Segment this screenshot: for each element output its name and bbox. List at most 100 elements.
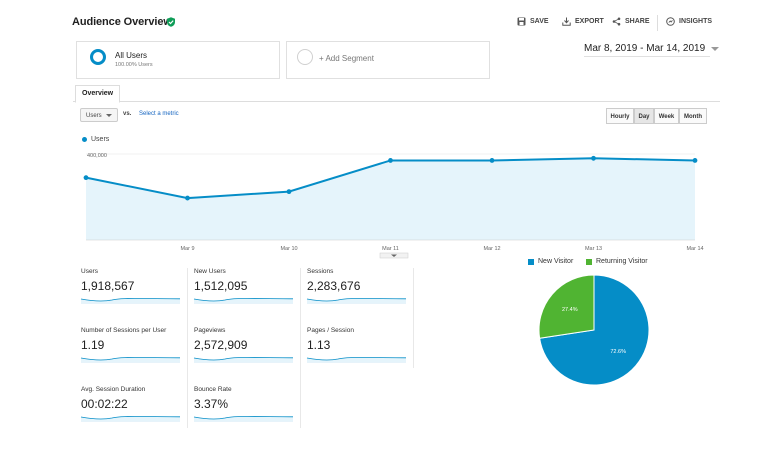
metric-label: Number of Sessions per User [81, 327, 167, 334]
metric-sparkline [306, 357, 407, 363]
chevron-down-icon [711, 46, 720, 51]
export-button[interactable]: EXPORT [562, 17, 604, 26]
x-tick-label: Mar 12 [483, 246, 500, 252]
insights-button[interactable]: INSIGHTS [666, 17, 712, 26]
pie-legend-returning-visitor: Returning Visitor [586, 258, 648, 265]
select-metric-link[interactable]: Select a metric [139, 111, 179, 117]
chevron-down-icon [106, 114, 112, 117]
sparkline-path [80, 416, 181, 420]
export-icon [562, 17, 571, 26]
metric-tile-avg-session-duration[interactable]: Avg. Session Duration 00:02:22 [80, 386, 188, 426]
x-tick-label: Mar 14 [686, 246, 703, 252]
visitor-type-pie-chart: 72.6% 27.4% [538, 274, 650, 386]
metric-tile-new-users[interactable]: New Users 1,512,095 [193, 268, 301, 308]
vs-label: vs. [123, 111, 132, 117]
share-icon [612, 17, 621, 26]
metric-sparkline [193, 357, 294, 363]
sparkline-path [193, 357, 294, 361]
segment-all-users[interactable]: All Users 100.00% Users [76, 41, 280, 79]
save-button[interactable]: SAVE [517, 17, 549, 26]
report-header: Audience Overview SAVE EXPORT SHARE INSI… [68, 12, 720, 36]
verified-shield-icon [167, 17, 175, 27]
sparkline-area [81, 298, 180, 303]
legend-color-square [586, 258, 592, 265]
metric-label: Pages / Session [307, 327, 354, 334]
sparkline-path [80, 298, 181, 302]
chevron-down-icon [391, 254, 397, 257]
legend-color-square [528, 258, 534, 265]
metric-sparkline [193, 298, 294, 304]
granularity-month[interactable]: Month [679, 108, 707, 124]
segment-color-icon [90, 49, 106, 65]
sparkline-area [307, 298, 406, 303]
metric-value: 2,283,676 [307, 279, 361, 293]
tile-divider [300, 268, 301, 428]
x-tick-label: Mar 9 [180, 246, 194, 252]
metric-sparkline [80, 416, 181, 422]
metric-label: Pageviews [194, 327, 226, 334]
metric-dropdown-value: Users [86, 113, 102, 119]
insights-label: INSIGHTS [679, 18, 713, 25]
metric-value: 3.37% [194, 397, 229, 411]
metric-tile-users[interactable]: Users 1,918,567 [80, 268, 188, 308]
save-icon [517, 17, 526, 26]
metric-sparkline [80, 357, 181, 363]
users-data-point[interactable] [591, 155, 596, 161]
metric-tile-bounce-rate[interactable]: Bounce Rate 3.37% [193, 386, 301, 426]
pie-legend-label: New Visitor [538, 258, 574, 265]
granularity-hourly[interactable]: Hourly [606, 108, 634, 124]
sparkline-area [307, 357, 406, 362]
pie-slice-label: 72.6% [610, 349, 626, 355]
users-data-point[interactable] [388, 158, 393, 163]
metric-sparkline [193, 416, 294, 422]
granularity-day[interactable]: Day [634, 108, 654, 124]
sparkline-path [306, 357, 407, 361]
legend-color-dot [82, 137, 87, 142]
users-area-fill [86, 158, 695, 240]
sparkline-path [193, 298, 294, 302]
metric-label: Bounce Rate [194, 386, 232, 393]
users-data-point[interactable] [692, 158, 698, 163]
x-tick-label: Mar 10 [280, 246, 297, 252]
metric-dropdown[interactable]: Users [80, 108, 118, 122]
pie-legend-label: Returning Visitor [596, 258, 648, 265]
sparkline-path [306, 298, 407, 302]
metric-tile-pageviews[interactable]: Pageviews 2,572,909 [193, 327, 301, 367]
page-title: Audience Overview [72, 16, 172, 28]
date-range-text: Mar 8, 2019 - Mar 14, 2019 [584, 43, 706, 54]
share-label: SHARE [625, 18, 650, 25]
segment-percentage: 100.00% Users [115, 62, 153, 68]
sparkline-area [194, 416, 293, 421]
metric-value: 00:02:22 [81, 397, 128, 411]
pie-slice-label: 27.4% [562, 307, 578, 313]
metric-tile-pages-per-session[interactable]: Pages / Session 1.13 [306, 327, 414, 367]
metric-tile-sessions[interactable]: Sessions 2,283,676 [306, 268, 414, 308]
sparkline-area [81, 416, 180, 421]
segment-name: All Users [115, 51, 148, 60]
header-divider [657, 15, 658, 31]
users-data-point[interactable] [83, 175, 89, 181]
users-data-point[interactable] [489, 158, 495, 163]
insights-icon [666, 17, 675, 26]
granularity-week[interactable]: Week [654, 108, 679, 124]
metric-label: Sessions [307, 268, 334, 275]
metric-sparkline [80, 298, 181, 304]
audience-overview-report: Audience Overview SAVE EXPORT SHARE INSI… [68, 12, 720, 428]
add-segment-button[interactable]: + Add Segment [286, 41, 490, 79]
pie-legend-new-visitor: New Visitor [528, 258, 573, 265]
returning-visitor-slice[interactable] [538, 274, 595, 339]
share-button[interactable]: SHARE [612, 17, 650, 26]
y-tick-label: 400,000 [87, 153, 107, 159]
tile-divider [187, 268, 188, 428]
metric-label: New Users [194, 268, 226, 275]
tab-overview[interactable]: Overview [75, 85, 121, 103]
users-data-point[interactable] [185, 195, 190, 201]
sparkline-area [194, 298, 293, 303]
metric-value: 2,572,909 [194, 338, 248, 352]
users-data-point[interactable] [286, 189, 292, 195]
date-range-picker[interactable]: Mar 8, 2019 - Mar 14, 2019 [584, 43, 720, 54]
metric-tile-sessions-per-user[interactable]: Number of Sessions per User 1.19 [80, 327, 188, 367]
empty-segment-icon [297, 49, 313, 65]
tile-divider [413, 268, 414, 368]
